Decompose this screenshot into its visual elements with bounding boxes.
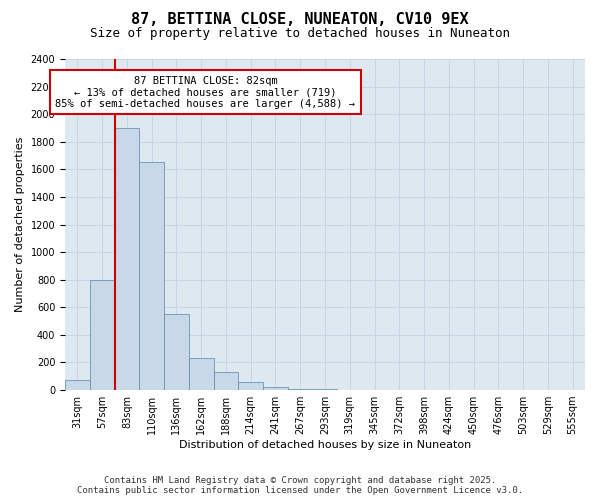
- Bar: [115, 128, 139, 390]
- Text: Contains HM Land Registry data © Crown copyright and database right 2025.
Contai: Contains HM Land Registry data © Crown c…: [77, 476, 523, 495]
- Bar: [164, 314, 189, 390]
- Bar: [238, 382, 263, 390]
- Bar: [139, 162, 164, 390]
- Bar: [263, 386, 288, 390]
- Text: Size of property relative to detached houses in Nuneaton: Size of property relative to detached ho…: [90, 28, 510, 40]
- Y-axis label: Number of detached properties: Number of detached properties: [15, 137, 25, 312]
- X-axis label: Distribution of detached houses by size in Nuneaton: Distribution of detached houses by size …: [179, 440, 471, 450]
- Text: 87, BETTINA CLOSE, NUNEATON, CV10 9EX: 87, BETTINA CLOSE, NUNEATON, CV10 9EX: [131, 12, 469, 28]
- Bar: [65, 380, 90, 390]
- Bar: [214, 372, 238, 390]
- Bar: [189, 358, 214, 390]
- Text: 87 BETTINA CLOSE: 82sqm
← 13% of detached houses are smaller (719)
85% of semi-d: 87 BETTINA CLOSE: 82sqm ← 13% of detache…: [55, 76, 355, 109]
- Bar: [288, 388, 313, 390]
- Bar: [90, 280, 115, 390]
